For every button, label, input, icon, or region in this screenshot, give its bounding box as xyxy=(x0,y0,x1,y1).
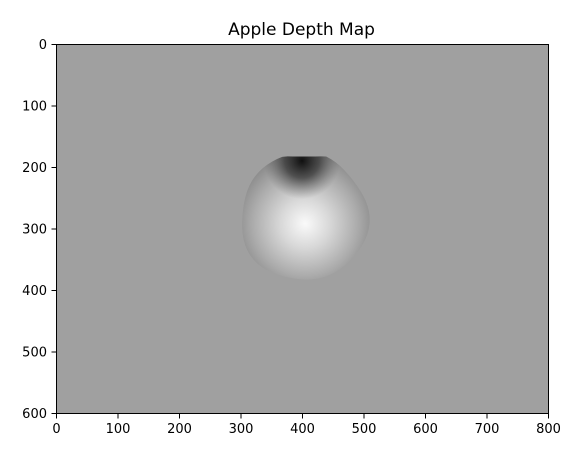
y-tick-label: 100 xyxy=(22,100,47,115)
x-tick-label: 600 xyxy=(413,422,438,437)
x-tick-label: 700 xyxy=(475,422,500,437)
x-tick-label: 300 xyxy=(229,422,254,437)
x-tick-label: 200 xyxy=(167,422,192,437)
x-tick-label: 400 xyxy=(290,422,315,437)
y-tick-label: 300 xyxy=(22,223,47,238)
y-tick-label: 400 xyxy=(22,284,47,299)
y-tick-label: 0 xyxy=(39,38,47,53)
y-tick-label: 600 xyxy=(22,407,47,422)
y-tick-label: 500 xyxy=(22,346,47,361)
y-axis: 0 100 200 300 400 500 600 xyxy=(22,38,57,422)
x-tick-label: 500 xyxy=(352,422,377,437)
apple-top-shadow xyxy=(242,156,370,280)
y-tick-label: 200 xyxy=(22,161,47,176)
x-tick-label: 100 xyxy=(106,422,131,437)
x-tick-label: 800 xyxy=(536,422,561,437)
x-tick-label: 0 xyxy=(52,422,60,437)
chart-title: Apple Depth Map xyxy=(228,20,375,40)
x-axis: 0 100 200 300 400 500 600 700 800 xyxy=(52,413,561,437)
